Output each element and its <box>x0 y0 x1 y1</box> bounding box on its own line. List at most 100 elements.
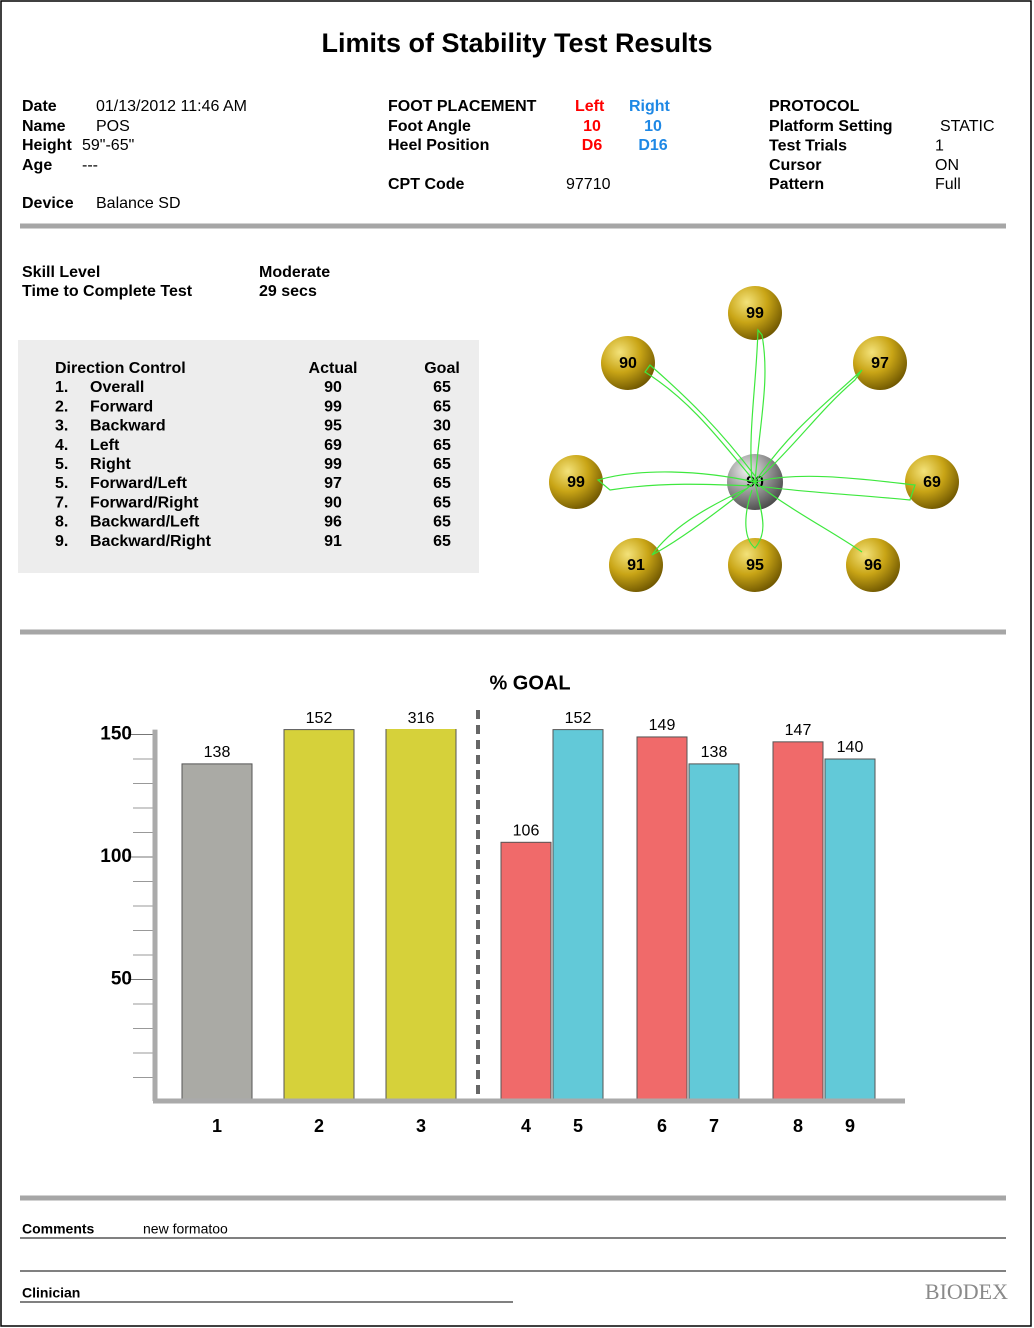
y-tick-label: 50 <box>111 969 132 990</box>
row-actual: 99 <box>324 456 342 473</box>
foot-label: Heel Position <box>388 137 489 154</box>
table-header: Direction Control <box>55 360 186 377</box>
value-label: 106 <box>513 823 540 840</box>
x-tick-label: 9 <box>845 1116 855 1136</box>
row-goal: 65 <box>433 533 451 550</box>
foot-left-value: D6 <box>582 137 603 154</box>
row-name: Forward <box>90 398 153 415</box>
row-number: 2. <box>55 398 68 415</box>
foot-right: Right <box>629 98 671 115</box>
target-value: 99 <box>746 305 764 322</box>
protocol-label: Test Trials <box>769 138 847 155</box>
protocol-heading: PROTOCOL <box>769 98 860 115</box>
protocol-value: STATIC <box>940 118 995 135</box>
table-header: Actual <box>309 360 358 377</box>
foot-right-value: D16 <box>638 137 667 154</box>
row-name: Backward/Left <box>90 514 200 531</box>
target-value: 96 <box>864 557 882 574</box>
value-label: 138 <box>701 744 728 761</box>
target <box>728 286 782 340</box>
foot-label: Foot Angle <box>388 118 471 135</box>
row-name: Forward/Left <box>90 475 188 492</box>
row-name: Right <box>90 456 132 473</box>
row-goal: 30 <box>433 418 451 435</box>
protocol-label: Pattern <box>769 176 824 193</box>
bar <box>385 729 457 1103</box>
value-label: 138 <box>204 744 231 761</box>
foot-heading: FOOT PLACEMENT <box>388 98 537 115</box>
bar <box>636 736 688 1103</box>
row-name: Backward <box>90 418 166 435</box>
row-number: 1. <box>55 379 68 396</box>
info-label: Name <box>22 118 66 135</box>
value-label: 149 <box>649 717 676 734</box>
protocol-value: ON <box>935 157 959 174</box>
target <box>728 538 782 592</box>
foot-left-value: 10 <box>583 118 601 135</box>
row-goal: 65 <box>433 494 451 511</box>
chart-title: % GOAL <box>489 672 570 694</box>
row-number: 5. <box>55 475 68 492</box>
row-number: 5. <box>55 456 68 473</box>
target <box>905 455 959 509</box>
foot-right-value: 10 <box>644 118 662 135</box>
cpt-value: 97710 <box>566 176 611 193</box>
info-label: Age <box>22 157 52 174</box>
protocol-value: 1 <box>935 138 944 155</box>
target <box>846 538 900 592</box>
row-actual: 95 <box>324 418 342 435</box>
row-number: 8. <box>55 514 68 531</box>
info-value: POS <box>96 118 130 135</box>
target <box>609 538 663 592</box>
bar <box>688 763 740 1103</box>
x-tick-label: 5 <box>573 1116 583 1136</box>
comments-value: new formatoo <box>143 1221 228 1237</box>
row-name: Backward/Right <box>90 533 212 550</box>
info-value: Balance SD <box>96 195 181 212</box>
row-name: Forward/Right <box>90 494 199 511</box>
info-value: 59"-65" <box>82 137 134 154</box>
value-label: 152 <box>306 710 333 727</box>
bar <box>500 841 552 1103</box>
y-tick-label: 100 <box>100 846 132 867</box>
x-tick-label: 7 <box>709 1116 719 1136</box>
target-value: 97 <box>871 355 889 372</box>
bar <box>283 729 355 1103</box>
protocol-label: Cursor <box>769 157 821 174</box>
row-goal: 65 <box>433 398 451 415</box>
bar <box>772 741 824 1103</box>
row-name: Left <box>90 437 120 454</box>
x-tick-label: 3 <box>416 1116 426 1136</box>
row-goal: 65 <box>433 456 451 473</box>
value-label: 140 <box>837 739 864 756</box>
target-value: 99 <box>567 474 585 491</box>
protocol-label: Platform Setting <box>769 118 893 135</box>
clinician-label: Clinician <box>22 1285 80 1301</box>
x-tick-label: 6 <box>657 1116 667 1136</box>
target <box>853 336 907 390</box>
comments-label: Comments <box>22 1221 95 1237</box>
row-number: 4. <box>55 437 68 454</box>
value-label: 147 <box>785 722 812 739</box>
x-tick-label: 2 <box>314 1116 324 1136</box>
skill-value: Moderate <box>259 264 330 281</box>
bar <box>824 758 876 1103</box>
row-actual: 90 <box>324 379 342 396</box>
target-value: 90 <box>619 355 637 372</box>
row-actual: 91 <box>324 533 342 550</box>
info-label: Device <box>22 195 74 212</box>
title: Limits of Stability Test Results <box>321 28 712 58</box>
skill-label: Skill Level <box>22 264 100 281</box>
target <box>601 336 655 390</box>
skill-value: 29 secs <box>259 283 317 300</box>
row-actual: 69 <box>324 437 342 454</box>
value-label: 152 <box>565 710 592 727</box>
row-goal: 65 <box>433 475 451 492</box>
cpt-label: CPT Code <box>388 176 465 193</box>
target-value: 91 <box>627 557 645 574</box>
row-number: 3. <box>55 418 68 435</box>
info-label: Height <box>22 137 72 154</box>
skill-label: Time to Complete Test <box>22 283 193 300</box>
